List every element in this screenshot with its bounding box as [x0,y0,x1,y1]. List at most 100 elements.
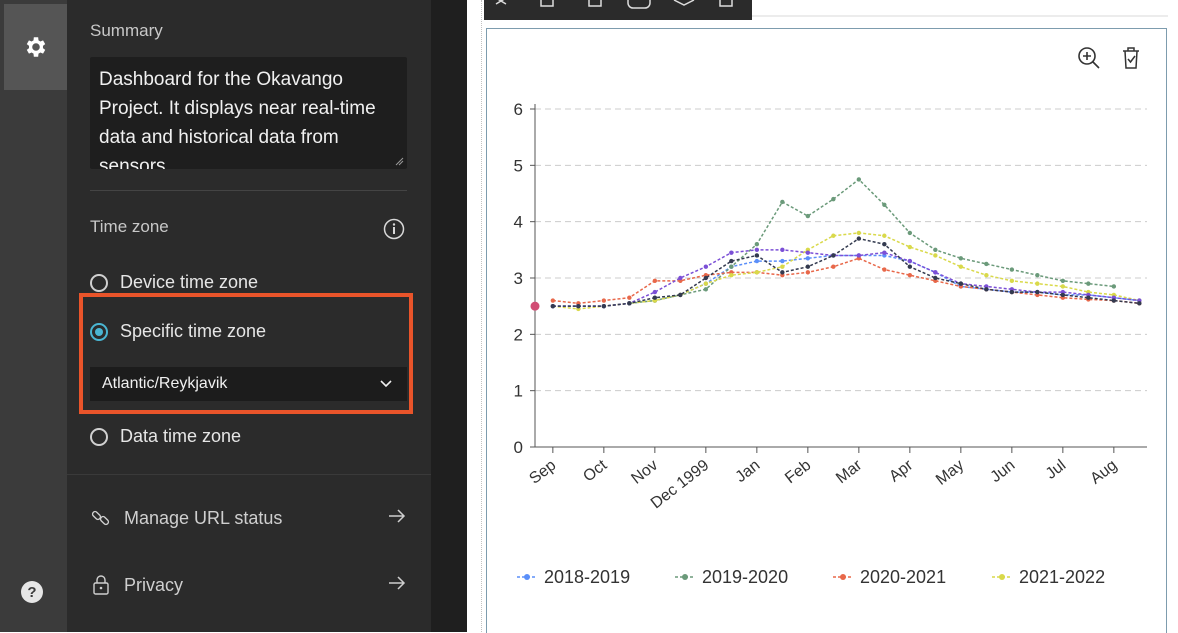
specific-timezone-option[interactable]: Specific time zone [90,321,266,342]
data-point [780,258,785,264]
legend-label: 2021-2022 [1019,567,1105,587]
series-line [552,249,1140,307]
data-point [984,272,989,278]
specific-timezone-label: Specific time zone [120,321,267,341]
data-point [703,281,709,286]
move-icon [495,0,507,5]
legend-marker [682,574,688,580]
data-point [1009,267,1015,272]
x-tick-label: Jun [988,457,1019,486]
data-point [907,258,913,264]
data-point [1035,272,1040,278]
link-icon [91,510,110,526]
privacy-row[interactable]: Privacy [90,570,407,600]
data-point [729,250,734,255]
legend-marker [840,574,846,580]
data-point [856,230,862,236]
question-circle-icon[interactable]: ? [20,580,44,604]
arrow-right-icon [389,576,406,590]
legend-marker [999,574,1005,580]
timezone-label: Time zone [90,217,169,236]
data-point [754,258,760,264]
highlight-box [79,293,413,414]
data-point [550,303,556,309]
info-icon[interactable] [383,218,405,240]
y-tick-label: 4 [514,213,523,232]
panel-gap [431,0,467,632]
data-timezone-label: Data time zone [120,426,242,446]
data-point [958,281,964,286]
data-point [882,202,887,207]
legend-label: 2018-2019 [544,567,630,587]
data-point [754,242,760,247]
data-point [754,270,760,275]
data-point [933,247,938,253]
data-timezone-option[interactable]: Data time zone [90,426,241,447]
legend-label: 2020-2021 [860,567,946,587]
device-timezone-label: Device time zone [120,272,259,292]
timezone-select-value: Atlantic/Reykjavik [102,375,228,392]
device-timezone-option[interactable]: Device time zone [90,272,258,293]
widget-toolbar [484,0,752,20]
svg-text:?: ? [27,584,36,601]
data-point [1137,301,1142,306]
data-point [1035,281,1040,286]
legend-marker [524,574,530,580]
data-point [1111,298,1117,303]
zoom-in-icon[interactable] [1076,45,1102,71]
data-point [907,264,913,269]
series-line [552,237,1140,307]
x-tick-label: Oct [580,456,611,485]
x-tick-label: Apr [886,456,917,485]
radio-specific[interactable] [90,322,108,341]
data-point [933,275,938,281]
data-point [831,253,836,258]
data-point [1060,284,1066,289]
settings-tab[interactable] [4,4,67,90]
privacy-label: Privacy [124,574,184,595]
arrow-right-icon [389,509,406,523]
y-tick-label: 1 [514,382,523,401]
chevron-down-icon [380,380,392,388]
data-point [780,264,785,269]
data-point [703,287,709,292]
timezone-select[interactable]: Atlantic/Reykjavik [90,367,407,401]
data-point [831,196,836,202]
summary-textarea[interactable]: Dashboard for the Okavango Project. It d… [90,57,407,169]
resize-handle-icon[interactable] [395,157,404,166]
header-strip [752,0,1168,17]
data-point [601,303,607,309]
data-point [754,247,760,253]
manage-url-status-row[interactable]: Manage URL status [90,503,407,533]
data-point [652,278,658,284]
clear-selection-icon[interactable] [1119,45,1143,71]
y-tick-label: 2 [514,325,523,344]
data-point [754,253,760,258]
data-point [882,233,887,238]
radio-device[interactable] [90,273,108,292]
data-point [550,298,556,303]
data-point [652,295,658,300]
data-point [601,298,607,303]
toolbar-icons [495,0,733,9]
copy-icon [540,0,554,7]
x-tick-label: Nov [628,457,661,488]
gear-icon [26,37,45,57]
data-point [780,270,785,275]
settings-panel: Summary Dashboard for the Okavango Proje… [67,0,431,632]
data-point [576,303,581,309]
data-point [780,247,785,253]
data-point [958,264,964,269]
data-point [1060,292,1066,298]
chart-widget[interactable]: 0 1 2 3 4 5 6 Sep Oct Nov Dec 1999 Jan Feb Mar Apr May J… [486,28,1167,633]
link-edit-icon [673,0,695,6]
x-tick-label: Aug [1087,457,1120,488]
data-point [805,270,811,275]
radio-data[interactable] [90,427,108,446]
data-point [882,250,887,255]
legend-label: 2019-2020 [702,567,788,587]
data-point [1111,284,1117,289]
delete-icon [719,0,733,7]
data-point [1060,278,1066,284]
